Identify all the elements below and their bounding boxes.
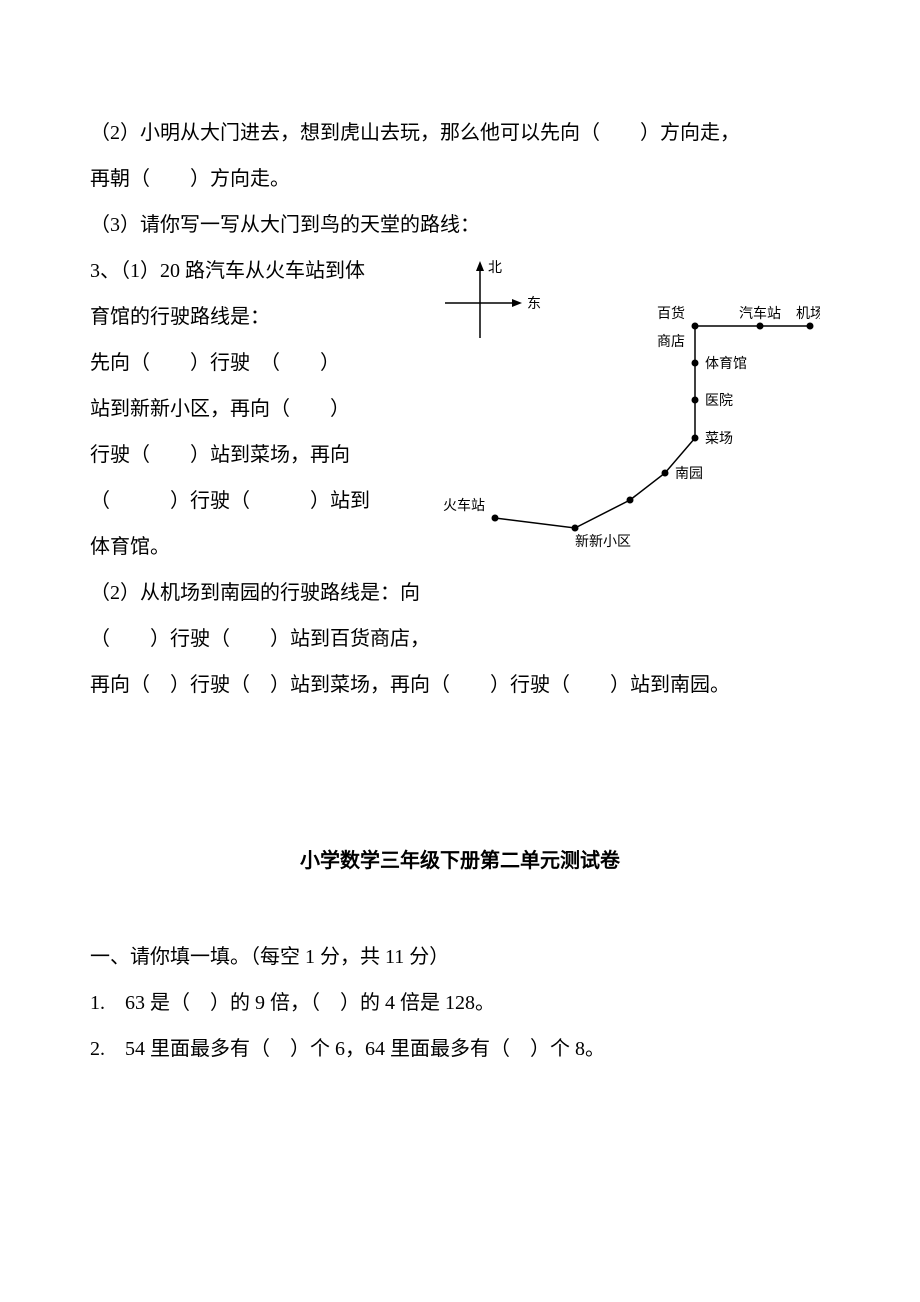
- station-dot-huoche: [492, 515, 499, 522]
- station-dot-extra-2: [627, 497, 634, 504]
- station-label2-baihuo: 商店: [657, 334, 685, 350]
- compass-east-label: 东: [527, 296, 541, 312]
- station-label-xinxin: 新新小区: [575, 534, 631, 550]
- q2-sub3: （3）请你写一写从大门到鸟的天堂的路线：: [90, 202, 830, 248]
- sec1-heading: 一、请你填一填。（每空 1 分，共 11 分）: [90, 934, 830, 980]
- station-label-huoche: 火车站: [443, 497, 485, 514]
- station-label-baihuo: 百货: [657, 305, 685, 322]
- compass-north-label: 北: [488, 260, 502, 276]
- station-dot-tiyu: [692, 360, 699, 367]
- q2-sub2-line2: 再朝（ ）方向走。: [90, 156, 830, 202]
- sec1-q1: 1. 63 是（ ）的 9 倍，（ ）的 4 倍是 128。: [90, 980, 830, 1026]
- q3-line-h: （2）从机场到南园的行驶路线是：向: [90, 570, 830, 616]
- station-label-nanyuan: 南园: [675, 466, 703, 482]
- q3-line-j: 再向（ ）行驶（ ）站到菜场，再向（ ）行驶（ ）站到南园。: [90, 662, 830, 708]
- station-dot-jichang: [807, 323, 814, 330]
- station-dot-nanyuan: [662, 470, 669, 477]
- q3-line-f: （ ）行驶（ ）站到: [90, 478, 400, 524]
- route-diagram: 北东火车站新新小区 南园 菜场 医院 体育馆 百货商店 汽车站机场: [420, 248, 830, 558]
- q3-line-d: 站到新新小区，再向（ ）: [90, 386, 400, 432]
- q3-text-col: 3、（1）20 路汽车从火车站到体 育馆的行驶路线是： 先向（ ）行驶 （ ） …: [90, 248, 400, 570]
- station-label-tiyu: 体育馆: [705, 356, 747, 372]
- station-label-qiche: 汽车站: [739, 305, 781, 322]
- q3-line-c: 先向（ ）行驶 （ ）: [90, 340, 400, 386]
- q3-layout: 3、（1）20 路汽车从火车站到体 育馆的行驶路线是： 先向（ ）行驶 （ ） …: [90, 248, 830, 570]
- q3-line-g: 体育馆。: [90, 524, 400, 570]
- station-label-yiyuan: 医院: [705, 393, 733, 409]
- route-polyline: [495, 326, 810, 528]
- station-label-caichang: 菜场: [705, 431, 733, 447]
- q3-line-e: 行驶（ ）站到菜场，再向: [90, 432, 400, 478]
- station-dot-baihuo: [692, 323, 699, 330]
- q2-sub2-line1: （2）小明从大门进去，想到虎山去玩，那么他可以先向（ ）方向走，: [90, 110, 830, 156]
- unit2-title: 小学数学三年级下册第二单元测试卷: [90, 838, 830, 884]
- station-dot-caichang: [692, 435, 699, 442]
- q3-line-i: （ ）行驶（ ）站到百货商店，: [90, 616, 830, 662]
- route-map-svg: 北东火车站新新小区 南园 菜场 医院 体育馆 百货商店 汽车站机场: [420, 248, 820, 558]
- station-label-jichang: 机场: [796, 306, 820, 322]
- q3-line-a: 3、（1）20 路汽车从火车站到体: [90, 248, 400, 294]
- station-dot-xinxin: [572, 525, 579, 532]
- sec1-q2: 2. 54 里面最多有（ ）个 6，64 里面最多有（ ）个 8。: [90, 1026, 830, 1072]
- station-dot-yiyuan: [692, 397, 699, 404]
- station-dot-qiche: [757, 323, 764, 330]
- q3-line-b: 育馆的行驶路线是：: [90, 294, 400, 340]
